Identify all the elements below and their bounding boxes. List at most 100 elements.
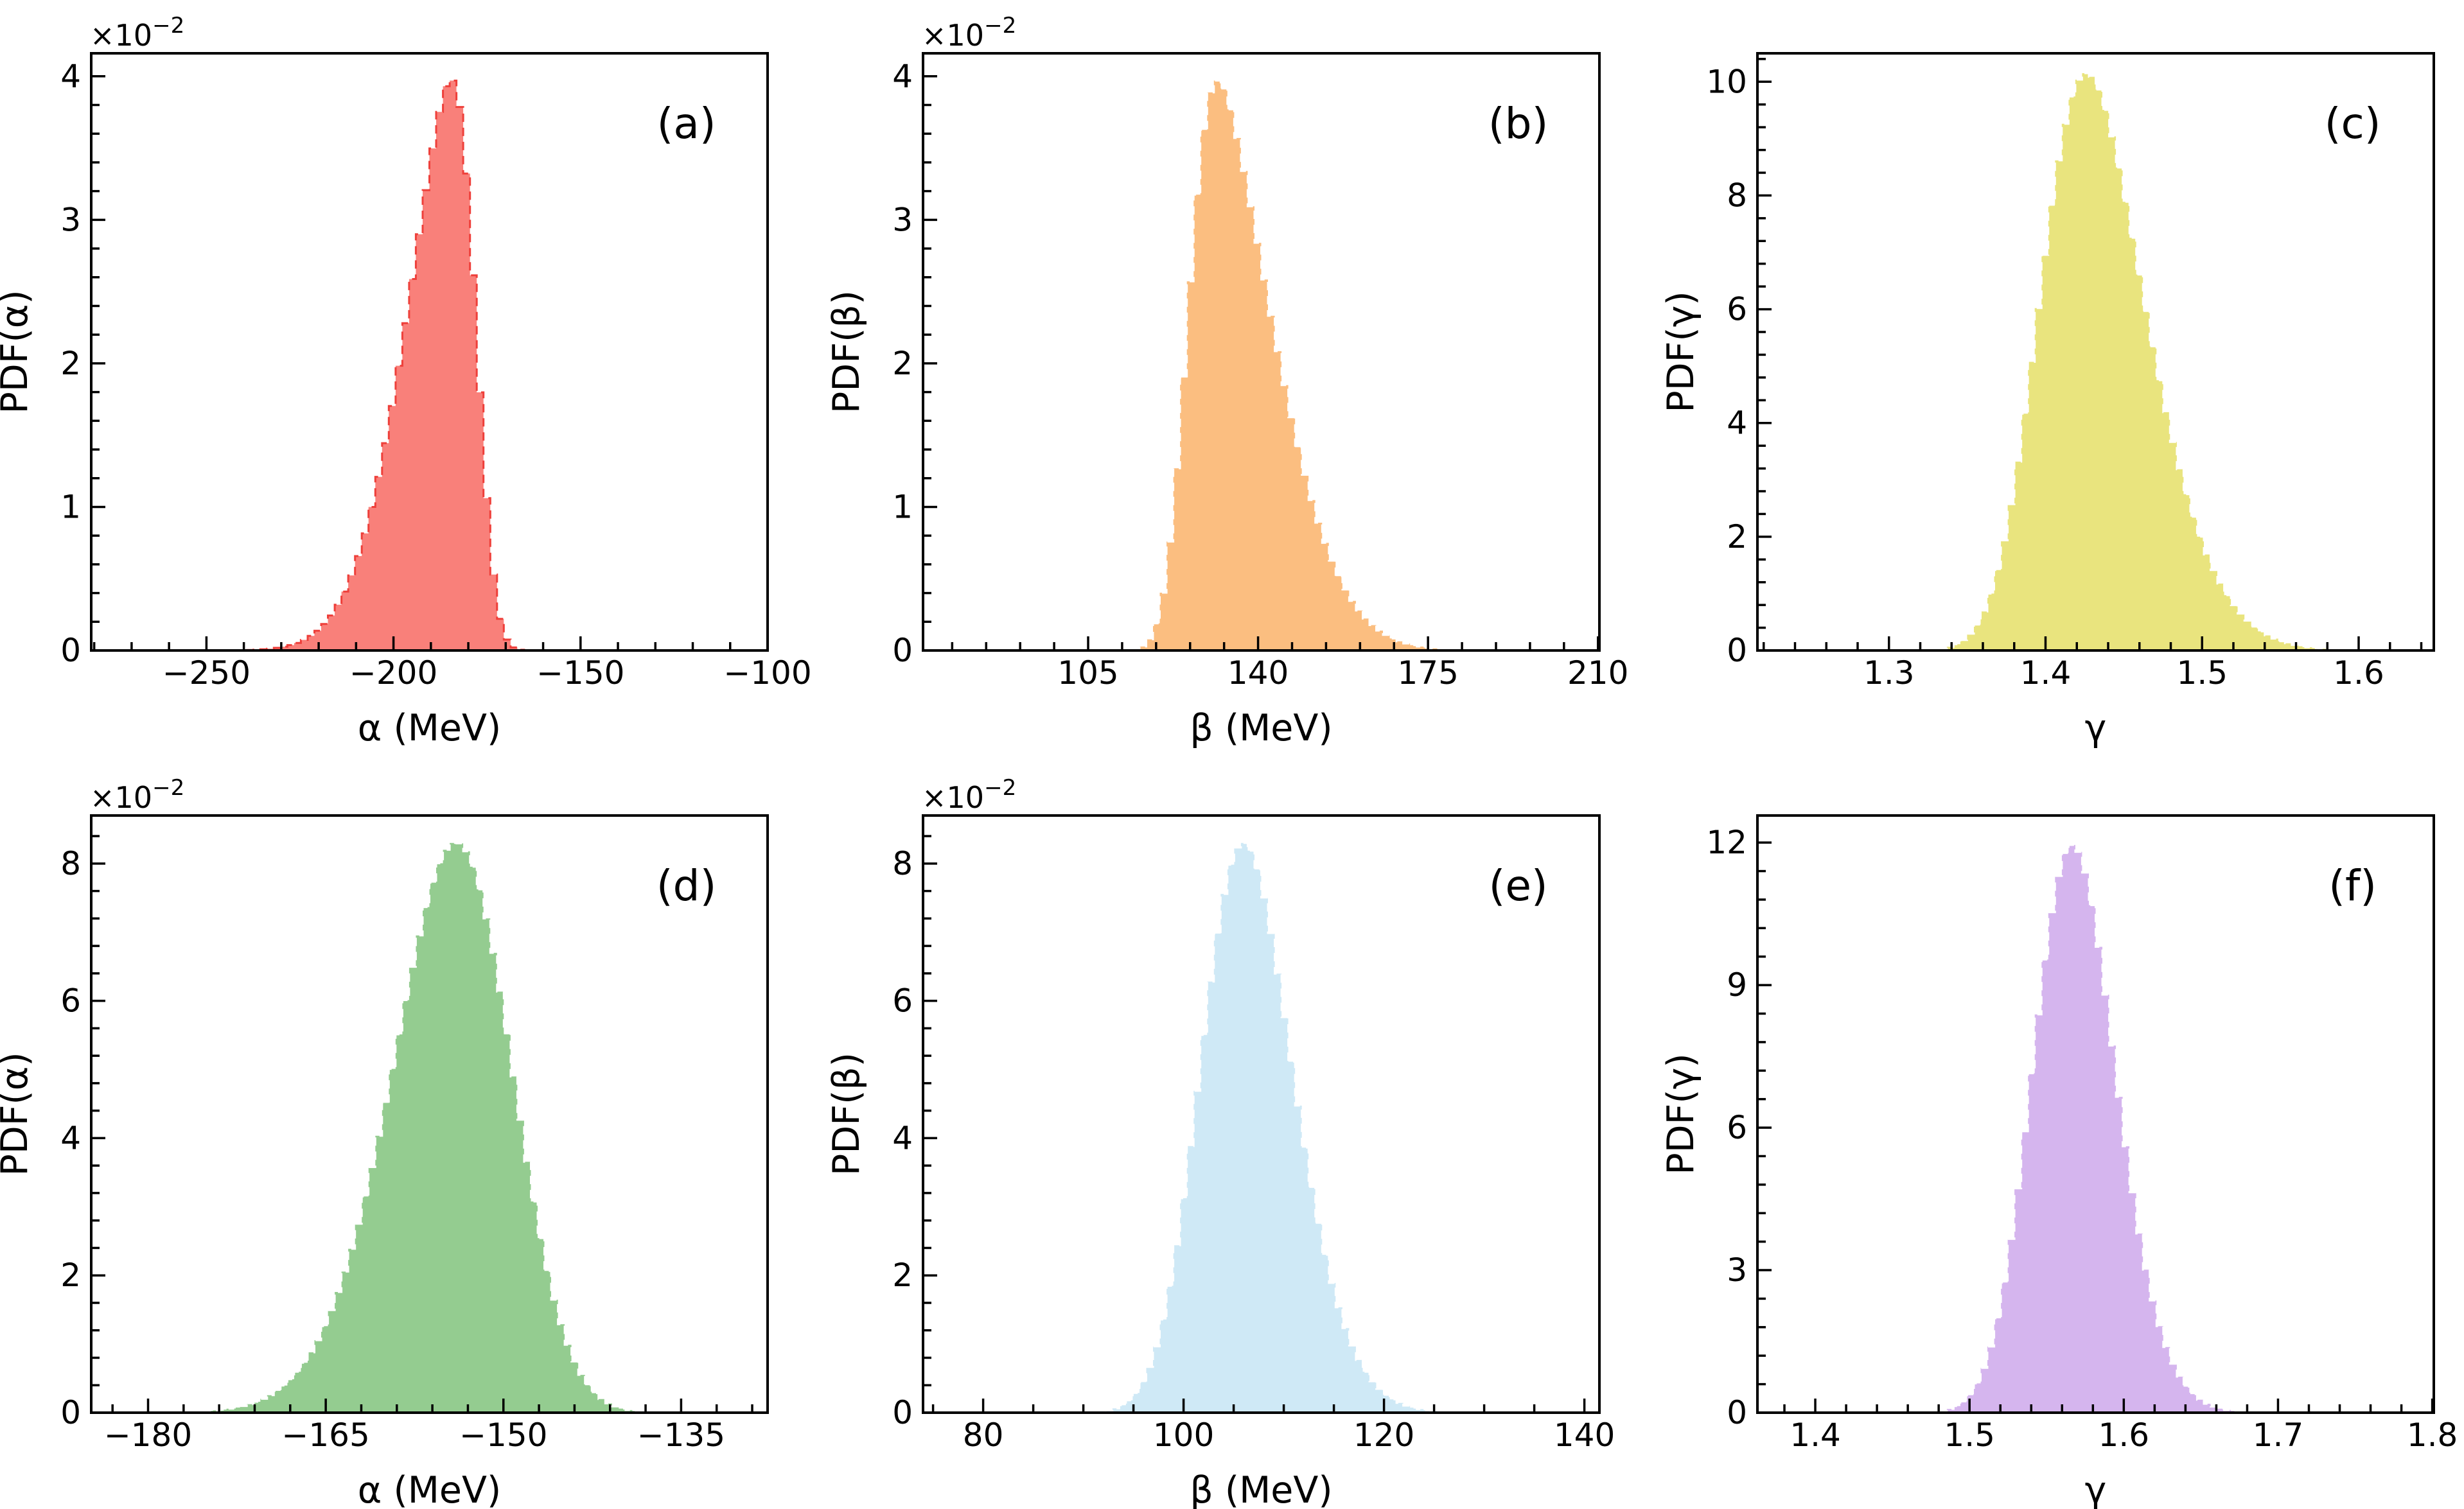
x-tick-label: −250 bbox=[163, 654, 251, 692]
y-tick-label: 8 bbox=[892, 845, 913, 882]
x-axis-label: β (MeV) bbox=[1190, 1469, 1332, 1509]
axes-spines bbox=[1756, 52, 2435, 652]
y-axis-label: PDF(γ) bbox=[1660, 291, 1702, 412]
axes-spines bbox=[1756, 814, 2435, 1414]
y-tick-label: 2 bbox=[60, 345, 81, 382]
x-tick-label: −150 bbox=[536, 654, 624, 692]
panel-letter: (f) bbox=[2328, 861, 2377, 911]
panel-letter: (e) bbox=[1489, 861, 1548, 911]
x-tick-label: 140 bbox=[1228, 654, 1289, 692]
axes-spines bbox=[90, 814, 769, 1414]
histogram-fill bbox=[1757, 73, 2434, 650]
histogram-fill bbox=[923, 80, 1599, 650]
y-tick-label: 2 bbox=[1727, 518, 1747, 555]
y-tick-label: 0 bbox=[892, 632, 913, 669]
histogram-fill bbox=[1757, 844, 2434, 1413]
x-tick-label: −150 bbox=[459, 1417, 547, 1454]
x-tick-label: −180 bbox=[104, 1417, 192, 1454]
panel-b: 105 140 175 210 0 1 2 3 4 β (MeV) PDF(β) ×10−2 (b) bbox=[822, 0, 1643, 754]
y-tick-label: 6 bbox=[1727, 291, 1747, 328]
y-tick-label: 6 bbox=[892, 982, 913, 1020]
panel-d: −180 −165 −150 −135 0 2 4 6 8 α (MeV) PDF(α) ×10−2 (… bbox=[0, 754, 822, 1509]
x-tick-label: 210 bbox=[1567, 654, 1628, 692]
x-axis-label: β (MeV) bbox=[1190, 707, 1332, 749]
axes-spines bbox=[922, 52, 1601, 652]
y-tick-label: 2 bbox=[892, 345, 913, 382]
y-axis-offset-text: ×10−2 bbox=[90, 13, 184, 53]
x-axis-label: α (MeV) bbox=[358, 1469, 501, 1509]
panel-f: 1.4 1.5 1.6 1.7 1.8 0 3 6 9 12 γ PDF(γ) (f) bbox=[1643, 754, 2464, 1509]
x-tick-label: −165 bbox=[281, 1417, 369, 1454]
panel-a: −250 −200 −150 −100 0 1 2 3 4 α (MeV) PDF(α) ×10−2 (… bbox=[0, 0, 822, 754]
y-tick-label: 4 bbox=[892, 1119, 913, 1156]
x-tick-label: 1.5 bbox=[1944, 1417, 1995, 1454]
panel-a-chart: −250 −200 −150 −100 0 1 2 3 4 α (MeV) PDF(α) ×10−2 (… bbox=[0, 13, 812, 749]
x-tick-label: −200 bbox=[349, 654, 437, 692]
x-tick-label: 80 bbox=[963, 1417, 1004, 1454]
x-axis-label: γ bbox=[2085, 707, 2107, 749]
y-tick-label: 3 bbox=[60, 201, 81, 238]
panel-letter: (d) bbox=[656, 861, 716, 911]
y-tick-label: 6 bbox=[1727, 1109, 1747, 1146]
panel-b-chart: 105 140 175 210 0 1 2 3 4 β (MeV) PDF(β) ×10−2 (b) bbox=[825, 13, 1628, 749]
x-tick-label: 1.4 bbox=[1790, 1417, 1841, 1454]
y-tick-label: 4 bbox=[892, 58, 913, 95]
panel-d-chart: −180 −165 −150 −135 0 2 4 6 8 α (MeV) PDF(α) ×10−2 (… bbox=[0, 775, 769, 1509]
histogram-fill bbox=[923, 842, 1599, 1413]
y-tick-label: 8 bbox=[60, 845, 81, 882]
axes-ticks bbox=[92, 75, 769, 652]
y-axis-offset-text: ×10−2 bbox=[90, 775, 184, 815]
y-tick-label: 6 bbox=[60, 982, 81, 1020]
y-tick-label: 9 bbox=[1727, 966, 1747, 1004]
y-tick-label: 1 bbox=[60, 488, 81, 525]
x-tick-label: −135 bbox=[637, 1417, 725, 1454]
x-axis-label: α (MeV) bbox=[358, 707, 501, 749]
y-axis-label: PDF(β) bbox=[825, 290, 868, 414]
axes-ticks bbox=[92, 835, 753, 1414]
y-tick-label: 4 bbox=[60, 1119, 81, 1156]
x-tick-label: 175 bbox=[1397, 654, 1458, 692]
y-tick-label: 2 bbox=[892, 1257, 913, 1294]
y-tick-label: 3 bbox=[1727, 1252, 1747, 1289]
x-tick-label: −100 bbox=[723, 654, 811, 692]
y-tick-label: 4 bbox=[1727, 405, 1747, 442]
x-tick-label: 1.5 bbox=[2177, 654, 2228, 692]
y-tick-label: 3 bbox=[892, 201, 913, 238]
x-tick-label: 1.7 bbox=[2253, 1417, 2304, 1454]
histogram-fill bbox=[91, 80, 768, 650]
y-tick-label: 0 bbox=[1727, 632, 1747, 669]
y-axis-offset-text: ×10−2 bbox=[922, 775, 1016, 815]
y-axis-label: PDF(α) bbox=[0, 290, 36, 414]
y-tick-label: 0 bbox=[892, 1394, 913, 1431]
y-tick-label: 0 bbox=[1727, 1394, 1747, 1431]
x-tick-label: 120 bbox=[1353, 1417, 1414, 1454]
panel-letter: (b) bbox=[1488, 99, 1548, 148]
panel-letter: (c) bbox=[2325, 99, 2381, 148]
y-tick-label: 12 bbox=[1706, 824, 1747, 861]
histogram-fill bbox=[91, 842, 768, 1413]
axes-spines bbox=[90, 52, 769, 652]
axes-ticks bbox=[1759, 58, 2423, 652]
axes-spines bbox=[922, 814, 1601, 1414]
x-tick-label: 100 bbox=[1153, 1417, 1214, 1454]
y-axis-offset-text: ×10−2 bbox=[922, 13, 1016, 53]
y-axis-label: PDF(α) bbox=[0, 1052, 36, 1176]
axes-ticks bbox=[1759, 841, 2434, 1414]
x-axis-label: γ bbox=[2085, 1469, 2107, 1509]
x-tick-label: 1.8 bbox=[2407, 1417, 2458, 1454]
axes-ticks bbox=[924, 835, 1586, 1414]
panel-f-chart: 1.4 1.5 1.6 1.7 1.8 0 3 6 9 12 γ PDF(γ) (f) bbox=[1660, 814, 2458, 1509]
y-tick-label: 1 bbox=[892, 488, 913, 525]
panel-c-chart: 1.3 1.4 1.5 1.6 0 2 4 6 8 10 γ PDF(γ) (c) bbox=[1660, 52, 2435, 749]
y-axis-label: PDF(γ) bbox=[1660, 1053, 1702, 1174]
panel-c: 1.3 1.4 1.5 1.6 0 2 4 6 8 10 γ PDF(γ) (c) bbox=[1643, 0, 2464, 754]
x-tick-label: 1.4 bbox=[2020, 654, 2072, 692]
axes-ticks bbox=[924, 75, 1599, 652]
y-tick-label: 0 bbox=[60, 1394, 81, 1431]
x-tick-label: 140 bbox=[1554, 1417, 1615, 1454]
y-tick-label: 4 bbox=[60, 58, 81, 95]
x-tick-label: 1.6 bbox=[2099, 1417, 2150, 1454]
y-tick-label: 10 bbox=[1706, 63, 1747, 100]
y-tick-label: 0 bbox=[60, 632, 81, 669]
